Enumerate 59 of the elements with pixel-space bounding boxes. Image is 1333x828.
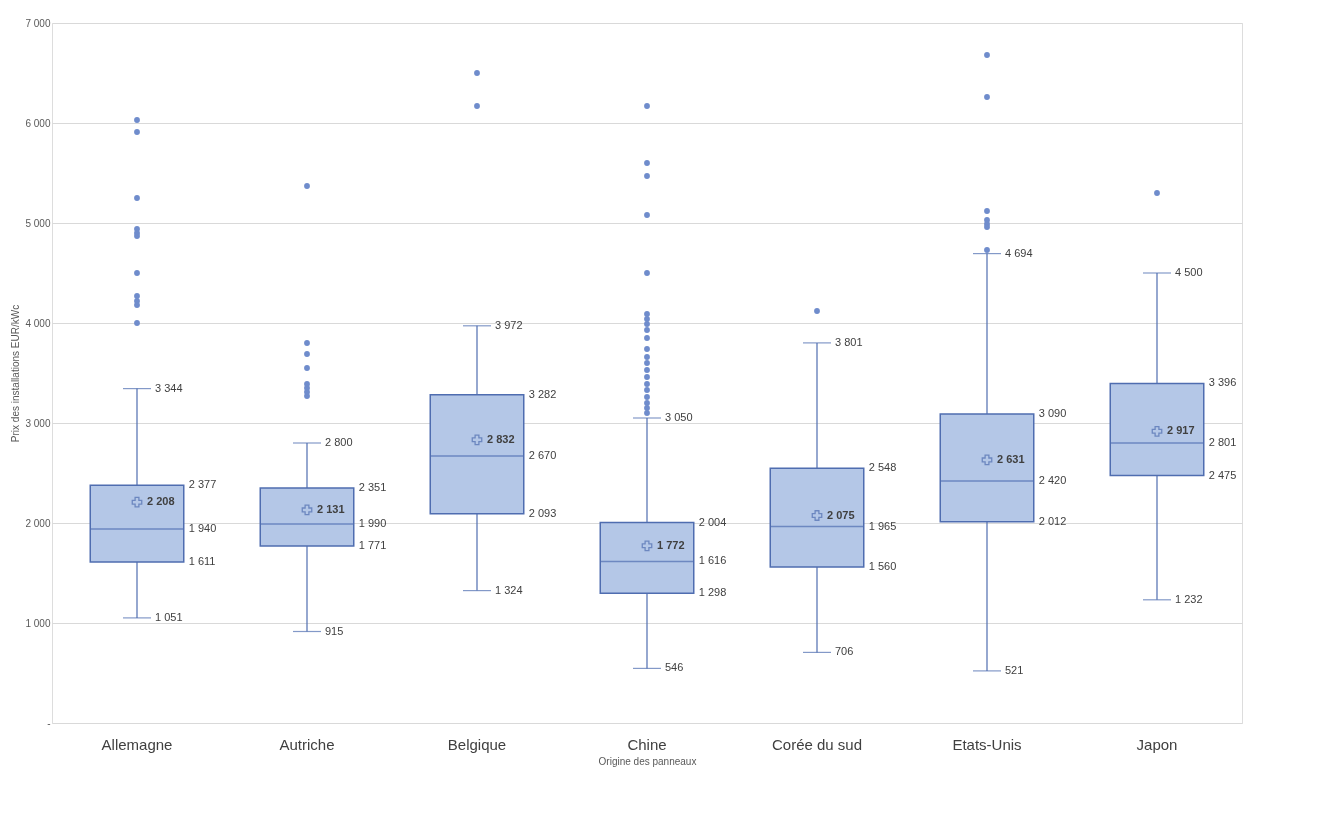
x-tick-label: Corée du sud [771,735,863,753]
x-tick-label: Autriche [279,735,335,753]
annotation: 3 972 [495,318,523,331]
annotation: 2 631 [997,452,1025,465]
annotation: 2 075 [827,508,855,521]
annotation: 3 050 [665,411,693,423]
annotation: 1 560 [868,560,897,572]
annotation: 521 [1005,663,1024,676]
annotation: 2 475 [1208,468,1237,481]
y-tick-label: 6 000 [25,117,51,129]
annotation: 706 [835,645,854,658]
annotation: 1 990 [358,517,387,529]
x-tick-label: Chine [627,735,667,753]
annotation: 1 051 [155,610,183,623]
x-tick-label: Allemagne [101,735,173,753]
y-axis-title: Prix des installations EUR/kWc [10,304,22,443]
annotation: 3 801 [835,335,863,348]
annotation: 1 232 [1175,592,1203,605]
annotation: 2 012 [1038,514,1067,527]
x-axis-title: Origine des panneaux [598,755,697,767]
y-tick-label: 3 000 [25,417,51,429]
annotation: 1 940 [188,522,217,534]
annotation: 3 396 [1208,376,1237,389]
annotation: 4 694 [1005,246,1033,259]
annotation: 3 282 [528,387,557,400]
annotation: 2 670 [528,449,557,461]
annotation: 1 771 [358,538,387,551]
annotation: 546 [665,661,684,674]
annotation: 1 616 [698,554,727,567]
y-tick-label: 7 000 [25,17,51,29]
x-tick-label: Belgique [447,735,507,753]
annotation: 1 611 [188,554,216,567]
y-tick-label: 5 000 [25,217,51,229]
x-tick-label: Etats-Unis [952,735,1022,753]
y-tick-label: 4 000 [25,317,51,329]
y-tick-label: 2 000 [25,517,51,529]
annotation: 2 917 [1167,424,1195,437]
x-tick-label: Japon [1136,735,1178,753]
annotation: 1 324 [495,583,523,596]
annotation: 2 093 [528,506,557,519]
annotation: 1 298 [698,586,727,599]
annotation: 2 208 [147,495,175,508]
annotation: 3 344 [155,381,183,394]
y-tick-label: - [47,717,51,729]
annotation: 1 965 [868,519,897,532]
annotation: 2 832 [487,432,515,445]
annotation: 2 548 [868,461,897,474]
annotation: 4 500 [1175,266,1203,278]
annotation: 3 090 [1038,407,1067,419]
annotation: 2 420 [1038,474,1067,486]
annotation: 2 004 [698,515,727,528]
annotation: 915 [325,624,344,637]
annotation: 2 351 [358,480,387,493]
annotation: 2 800 [325,436,353,448]
annotation: 2 377 [188,478,217,491]
annotation: 2 131 [317,502,345,515]
annotation: 1 772 [657,538,685,551]
y-tick-label: 1 000 [25,617,51,629]
annotation: 2 801 [1208,435,1237,448]
